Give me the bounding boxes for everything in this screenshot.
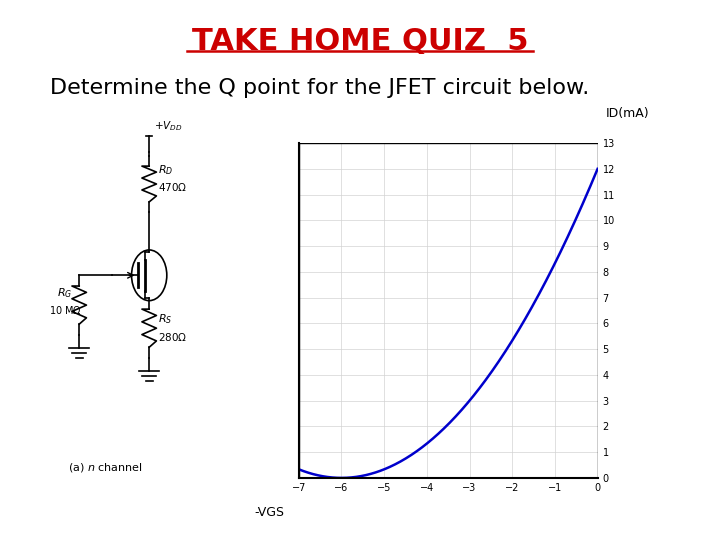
Text: Determine the Q point for the JFET circuit below.: Determine the Q point for the JFET circu… <box>50 78 590 98</box>
Text: (a) $n$ channel: (a) $n$ channel <box>68 461 143 475</box>
Text: ID(mA): ID(mA) <box>606 107 649 120</box>
Text: $+V_{DD}$: $+V_{DD}$ <box>154 119 182 133</box>
Text: 280$\Omega$: 280$\Omega$ <box>158 331 187 343</box>
Text: $R_G$: $R_G$ <box>57 286 73 300</box>
Text: $R_S$: $R_S$ <box>158 313 173 326</box>
Text: $R_D$: $R_D$ <box>158 163 174 177</box>
Text: -VGS: -VGS <box>254 506 284 519</box>
Text: 10 M$\Omega$: 10 M$\Omega$ <box>50 305 82 316</box>
Text: 470$\Omega$: 470$\Omega$ <box>158 181 187 193</box>
Text: TAKE HOME QUIZ  5: TAKE HOME QUIZ 5 <box>192 27 528 56</box>
